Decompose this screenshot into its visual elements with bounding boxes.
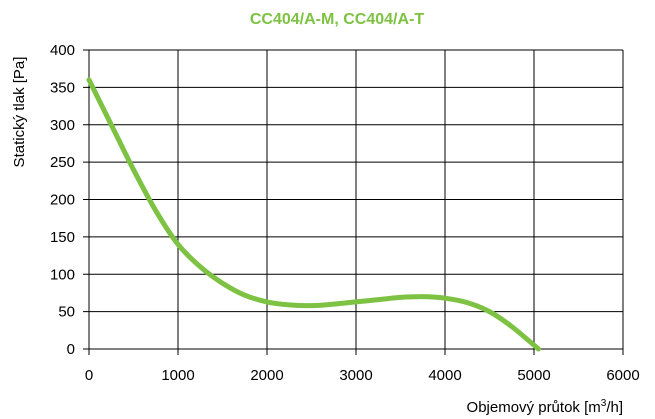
y-tick-label: 0 (67, 341, 75, 358)
x-axis-label-prefix: Objemový průtok [m (467, 399, 601, 416)
y-tick-label: 300 (50, 117, 75, 134)
x-tick-label: 4000 (428, 367, 461, 384)
y-tick-label: 200 (50, 192, 75, 209)
x-tick-label: 0 (85, 367, 93, 384)
y-tick-label: 150 (50, 229, 75, 246)
y-tick-label: 50 (58, 304, 75, 321)
x-tick-label: 1000 (161, 367, 194, 384)
y-tick-label: 250 (50, 154, 75, 171)
x-tick-label: 5000 (517, 367, 550, 384)
x-axis-ticks: 0 1000 2000 3000 4000 5000 6000 (85, 367, 640, 384)
x-axis-label-superscript: 3 (601, 398, 607, 409)
y-tick-label: 350 (50, 79, 75, 96)
grid (83, 49, 624, 355)
x-axis-label-suffix: /h] (606, 399, 623, 416)
series-line (86, 77, 541, 352)
series-layer (86, 77, 541, 352)
x-axis-label: Objemový průtok [m3/h] (467, 398, 623, 416)
y-tick-label: 400 (50, 42, 75, 59)
y-tick-label: 100 (50, 266, 75, 283)
x-tick-label: 3000 (339, 367, 372, 384)
x-tick-label: 6000 (606, 367, 639, 384)
chart-title: CC404/A-M, CC404/A-T (250, 11, 424, 28)
y-axis-label: Statický tlak [Pa] (11, 57, 28, 168)
y-axis-ticks: 0 50 100 150 200 250 300 350 400 (50, 42, 75, 358)
x-tick-label: 2000 (250, 367, 283, 384)
